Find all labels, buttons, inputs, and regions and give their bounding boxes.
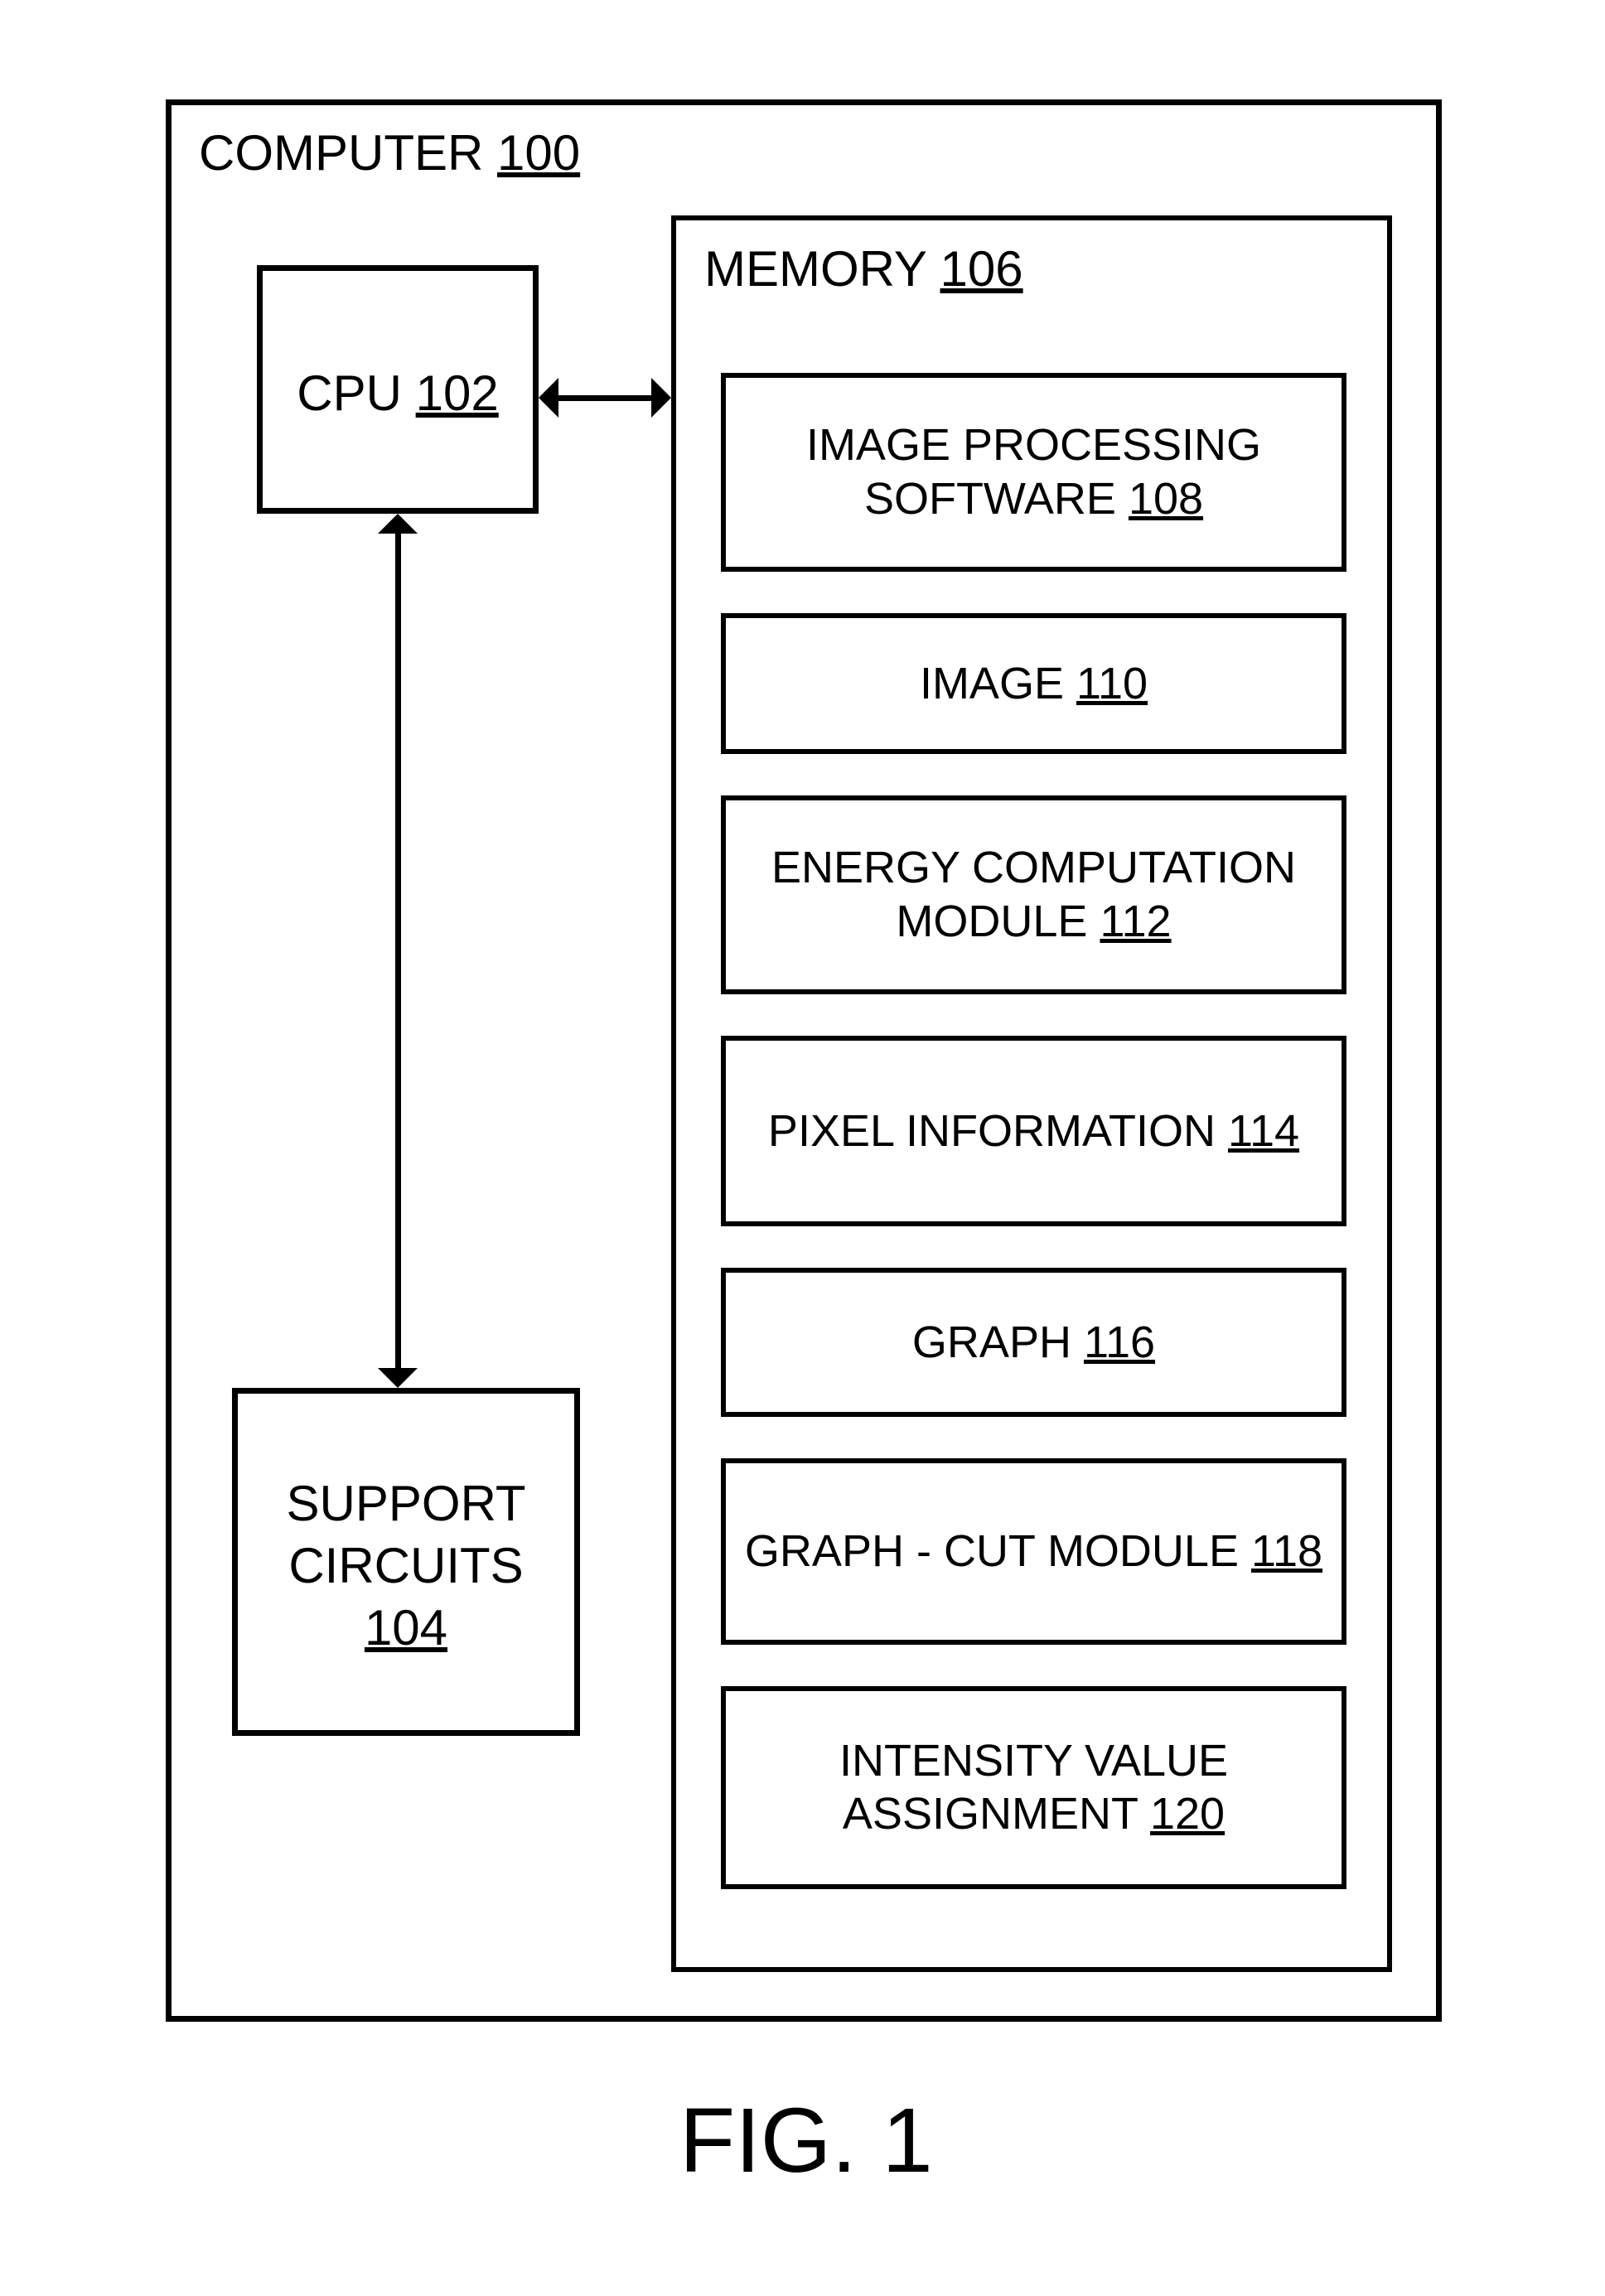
- memory-item-number: 120: [1150, 1789, 1225, 1839]
- memory-label: MEMORY 106: [704, 240, 1023, 297]
- memory-item-number: 116: [1084, 1317, 1155, 1367]
- arrowhead-up-icon: [378, 514, 418, 534]
- cpu-number: 102: [416, 365, 499, 421]
- memory-number: 106: [940, 241, 1023, 297]
- support-number: 104: [232, 1597, 580, 1659]
- computer-label: COMPUTER 100: [199, 124, 580, 181]
- memory-item-text: PIXEL INFORMATION: [768, 1106, 1228, 1156]
- memory-item-label: IMAGE PROCESSING SOFTWARE 108: [721, 418, 1346, 526]
- cpu-label: CPU 102: [257, 365, 539, 422]
- cpu-label-text: CPU: [297, 365, 402, 421]
- memory-item-label: IMAGE 110: [721, 657, 1346, 711]
- arrowhead-right-icon: [651, 378, 671, 418]
- arrowhead-left-icon: [539, 378, 558, 418]
- memory-item-text: GRAPH: [912, 1317, 1084, 1367]
- support-line2: CIRCUITS: [232, 1535, 580, 1597]
- memory-label-text: MEMORY: [704, 241, 926, 297]
- figure-label: FIG. 1: [679, 2088, 933, 2193]
- arrow-line: [395, 534, 401, 1368]
- memory-item-text: IMAGE: [920, 659, 1076, 708]
- memory-item-label: ENERGY COMPUTATION MODULE 112: [721, 841, 1346, 949]
- memory-item-number: 118: [1251, 1526, 1322, 1576]
- memory-item-label: INTENSITY VALUE ASSIGNMENT 120: [721, 1734, 1346, 1842]
- support-line1: SUPPORT: [232, 1472, 580, 1535]
- computer-label-text: COMPUTER: [199, 125, 483, 181]
- memory-item-text: ENERGY COMPUTATION MODULE: [771, 843, 1296, 946]
- page: COMPUTER 100 CPU 102 SUPPORT CIRCUITS 10…: [0, 0, 1605, 2296]
- figure-label-text: FIG. 1: [679, 2090, 933, 2192]
- memory-item-number: 110: [1076, 659, 1148, 708]
- arrowhead-down-icon: [378, 1368, 418, 1388]
- memory-item-number: 112: [1100, 897, 1171, 946]
- memory-item-text: GRAPH - CUT MODULE: [745, 1526, 1251, 1576]
- memory-item-number: 114: [1228, 1106, 1299, 1156]
- memory-item-label: PIXEL INFORMATION 114: [721, 1104, 1346, 1158]
- memory-item-number: 108: [1129, 474, 1203, 524]
- arrow-line: [558, 395, 651, 401]
- memory-item-label: GRAPH 116: [721, 1316, 1346, 1370]
- computer-number: 100: [497, 125, 580, 181]
- memory-item-label: GRAPH - CUT MODULE 118: [721, 1525, 1346, 1578]
- support-circuits-label: SUPPORT CIRCUITS 104: [232, 1472, 580, 1659]
